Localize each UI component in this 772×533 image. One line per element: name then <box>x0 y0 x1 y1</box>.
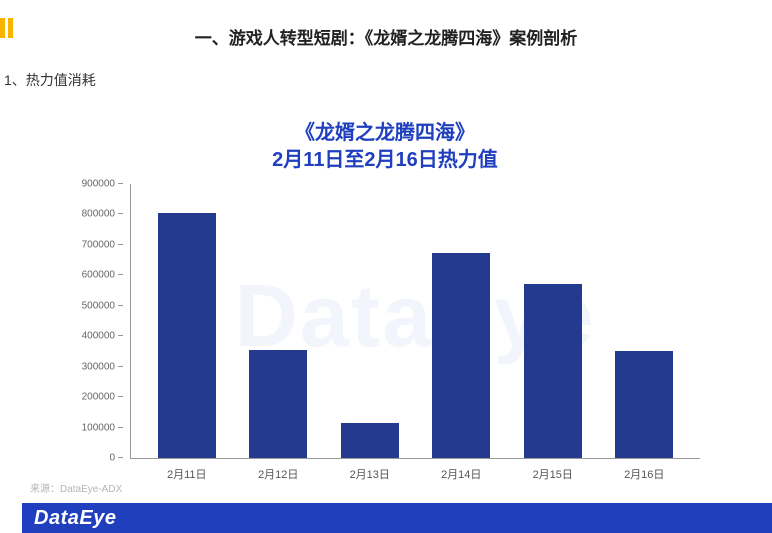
chart-title-line2: 2月11日至2月16日热力值 <box>60 147 710 174</box>
y-tick-label: 900000 <box>82 179 115 190</box>
x-tick-label: 2月14日 <box>432 466 490 482</box>
x-axis-labels: 2月11日 2月12日 2月13日 2月14日 2月15日 2月16日 <box>131 466 700 482</box>
bar <box>432 253 490 459</box>
bar-slot <box>341 184 399 458</box>
section-label: 1、热力值消耗 <box>4 70 96 90</box>
bar-slot <box>524 184 582 458</box>
footer-logo: DataEye <box>34 507 116 530</box>
y-tick-mark <box>118 366 123 367</box>
y-tick-mark <box>118 335 123 336</box>
y-tick-label: 400000 <box>82 331 115 342</box>
bar-slot <box>615 184 673 458</box>
y-tick-mark <box>118 396 123 397</box>
y-tick-mark <box>118 457 123 458</box>
chart-title-line1: 《龙婿之龙腾四海》 <box>60 120 710 147</box>
bar-slot <box>249 184 307 458</box>
y-tick-mark <box>118 244 123 245</box>
y-tick-label: 0 <box>109 453 115 464</box>
y-tick-label: 600000 <box>82 270 115 281</box>
bar-slot <box>158 184 216 458</box>
bar <box>158 213 216 458</box>
y-tick-mark <box>118 213 123 214</box>
chart-title: 《龙婿之龙腾四海》 2月11日至2月16日热力值 <box>60 120 710 174</box>
y-tick-label: 700000 <box>82 239 115 250</box>
x-tick-label: 2月11日 <box>158 466 216 482</box>
y-tick-label: 500000 <box>82 300 115 311</box>
bar <box>524 284 582 458</box>
y-tick-mark <box>118 427 123 428</box>
y-tick-mark <box>118 183 123 184</box>
header: 一、游戏人转型短剧：《龙婿之龙腾四海》案例剖析 <box>0 24 772 49</box>
y-tick-mark <box>118 274 123 275</box>
y-tick-label: 800000 <box>82 209 115 220</box>
bar-slot <box>432 184 490 458</box>
x-tick-label: 2月15日 <box>524 466 582 482</box>
y-tick-label: 200000 <box>82 392 115 403</box>
y-tick-label: 100000 <box>82 422 115 433</box>
x-tick-label: 2月13日 <box>341 466 399 482</box>
chart: 《龙婿之龙腾四海》 2月11日至2月16日热力值 DataEye 0100000… <box>60 120 710 490</box>
x-tick-label: 2月12日 <box>249 466 307 482</box>
y-tick-mark <box>118 305 123 306</box>
bar <box>249 350 307 458</box>
bars-container <box>131 184 700 458</box>
source-text: DataEye-ADX <box>60 484 122 495</box>
y-tick-label: 300000 <box>82 361 115 372</box>
bar <box>341 423 399 458</box>
plot-area: 0100000200000300000400000500000600000700… <box>130 184 700 459</box>
x-tick-label: 2月16日 <box>615 466 673 482</box>
footer-bar: DataEye <box>22 503 772 533</box>
source-attribution: 来源：DataEye-ADX <box>30 480 122 495</box>
page-title: 一、游戏人转型短剧：《龙婿之龙腾四海》案例剖析 <box>0 24 772 49</box>
plot: DataEye 01000002000003000004000005000006… <box>130 184 700 459</box>
bar <box>615 351 673 458</box>
source-prefix: 来源： <box>30 484 60 495</box>
